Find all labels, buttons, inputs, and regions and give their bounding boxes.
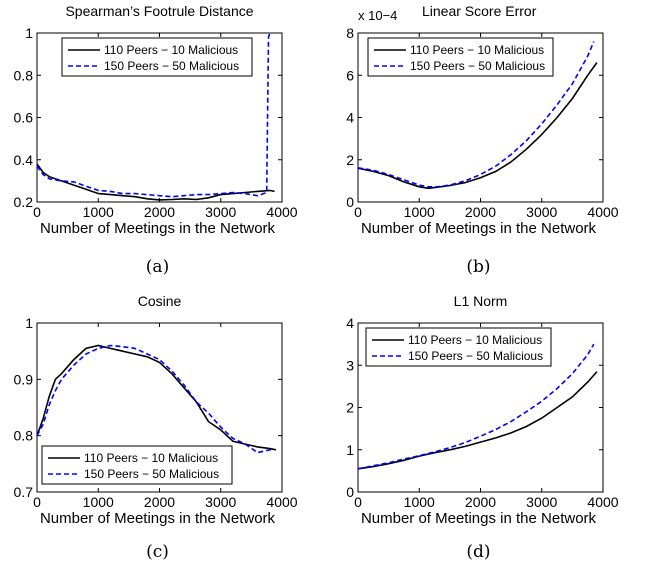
chart-title: Linear Score Error xyxy=(422,3,537,19)
x-tick-label: 0 xyxy=(354,204,362,220)
legend-entry: 110 Peers − 10 Malicious xyxy=(410,43,544,57)
y-tick-label: 0 xyxy=(346,484,354,500)
y-tick-label: 8 xyxy=(346,25,354,41)
series-line xyxy=(357,343,595,470)
y-tick-label: 4 xyxy=(346,110,354,126)
y-tick-label: 0.8 xyxy=(14,67,34,83)
y-tick-label: 6 xyxy=(346,67,354,83)
x-tick-label: 0 xyxy=(33,204,41,220)
y-tick-label: 0.6 xyxy=(14,110,34,126)
x-axis-label: Number of Meetings in the Network xyxy=(361,220,597,237)
series-line xyxy=(357,41,595,188)
series-line xyxy=(36,32,271,198)
x-tick-label: 1000 xyxy=(83,204,114,220)
x-tick-label: 2000 xyxy=(144,494,175,510)
legend-entry: 150 Peers − 50 Malicious xyxy=(84,467,219,481)
y-tick-label: 2 xyxy=(346,400,354,416)
chart-title: Spearman’s Footrule Distance xyxy=(65,3,253,19)
legend-entry: 110 Peers − 10 Malicious xyxy=(104,43,238,57)
subfigure-label: (a) xyxy=(146,257,169,277)
legend-box xyxy=(61,37,253,77)
x-axis-label: Number of Meetings in the Network xyxy=(40,510,276,527)
legend-entry: 110 Peers − 10 Malicious xyxy=(84,451,218,465)
subfigure-label: (d) xyxy=(466,542,490,562)
y-tick-label: 2 xyxy=(346,152,354,168)
chart-title: Cosine xyxy=(138,293,182,309)
legend-box xyxy=(41,445,233,485)
y-tick-label: 1 xyxy=(25,25,33,41)
x-axis-label: Number of Meetings in the Network xyxy=(40,220,276,237)
y-tick-label: 0.4 xyxy=(14,152,34,168)
x-tick-label: 2000 xyxy=(144,204,175,220)
legend-entry: 110 Peers − 10 Malicious xyxy=(408,333,542,347)
y-tick-label: 0.9 xyxy=(14,371,34,387)
y-tick-label: 4 xyxy=(346,315,354,331)
legend-box xyxy=(365,327,552,367)
x-axis-label: Number of Meetings in the Network xyxy=(361,510,597,527)
x-tick-label: 4000 xyxy=(266,204,297,220)
y-tick-label: 3 xyxy=(346,357,354,373)
y-tick-label: 0.2 xyxy=(14,194,34,210)
x-tick-label: 1000 xyxy=(404,204,435,220)
x-tick-label: 2000 xyxy=(465,204,496,220)
x-tick-label: 1000 xyxy=(83,494,114,510)
x-tick-label: 0 xyxy=(33,494,41,510)
x-tick-label: 0 xyxy=(354,494,362,510)
chart-title: L1 Norm xyxy=(454,293,508,309)
x-tick-label: 2000 xyxy=(465,494,496,510)
axis-exponent: x 10−4 xyxy=(358,8,397,23)
series-line xyxy=(36,344,273,454)
x-tick-label: 3000 xyxy=(205,494,236,510)
x-tick-label: 3000 xyxy=(205,204,236,220)
y-tick-label: 1 xyxy=(346,442,354,458)
y-tick-label: 0.7 xyxy=(14,484,34,500)
legend-entry: 150 Peers − 50 Malicious xyxy=(410,59,545,73)
x-tick-label: 3000 xyxy=(526,494,557,510)
y-tick-label: 0.8 xyxy=(14,428,34,444)
subfigure-label: (c) xyxy=(146,542,169,562)
x-tick-label: 1000 xyxy=(404,494,435,510)
x-tick-label: 3000 xyxy=(526,204,557,220)
legend-box xyxy=(367,37,554,77)
series-line xyxy=(357,371,598,470)
legend-entry: 150 Peers − 50 Malicious xyxy=(104,59,239,73)
legend-entry: 150 Peers − 50 Malicious xyxy=(408,349,543,363)
y-tick-label: 0 xyxy=(346,194,354,210)
series-line xyxy=(357,62,598,190)
x-tick-label: 4000 xyxy=(587,494,618,510)
series-line xyxy=(36,344,277,451)
y-tick-label: 1 xyxy=(25,315,33,331)
x-tick-label: 4000 xyxy=(587,204,618,220)
x-tick-label: 4000 xyxy=(266,494,297,510)
subfigure-label: (b) xyxy=(466,257,490,277)
